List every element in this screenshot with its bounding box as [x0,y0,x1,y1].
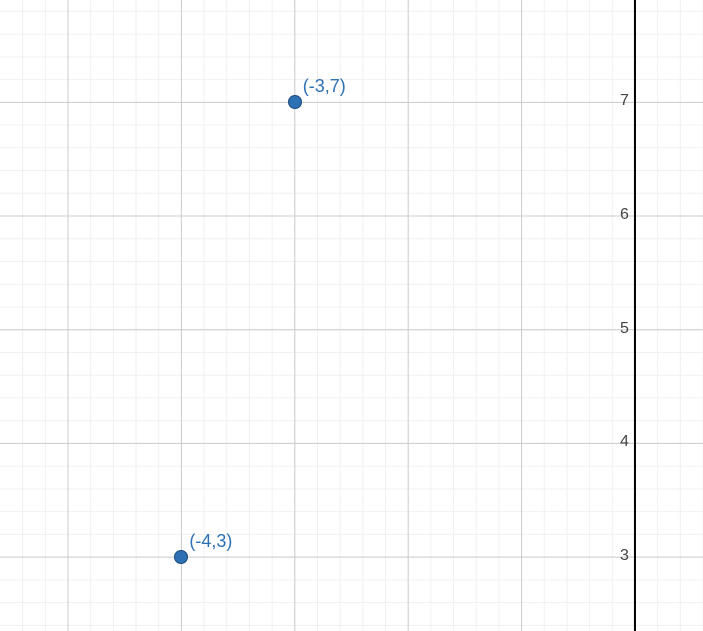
y-tick-label: 6 [613,206,629,224]
y-tick-label: 5 [613,320,629,338]
point-label: (-4,3) [189,531,232,552]
grid-svg [0,0,703,631]
y-tick-label: 7 [613,92,629,110]
data-point [174,550,188,564]
data-point [288,95,302,109]
y-tick-label: 3 [613,547,629,565]
point-label: (-3,7) [303,76,346,97]
coordinate-grid-chart: 3 4 5 6 7 (-3,7) (-4,3) [0,0,703,631]
y-tick-label: 4 [613,433,629,451]
